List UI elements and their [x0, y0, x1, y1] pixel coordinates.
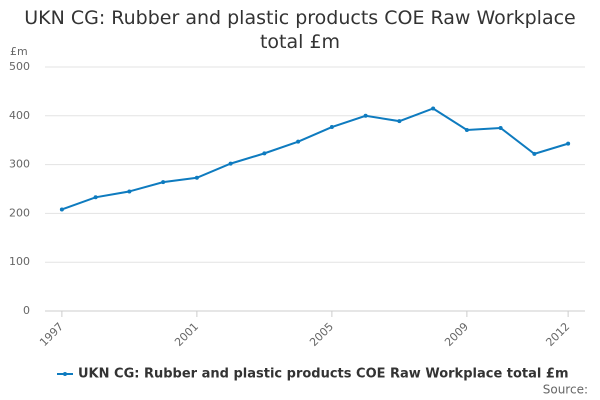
y-tick-label: 400	[9, 109, 30, 122]
point	[431, 106, 436, 111]
point	[296, 139, 301, 144]
point	[498, 126, 503, 130]
point	[566, 141, 571, 146]
x-tick-label: 2009	[442, 320, 471, 349]
point	[228, 161, 233, 166]
point	[127, 189, 132, 194]
x-tick-label: 2005	[307, 320, 336, 349]
y-tick-label: 100	[9, 255, 30, 268]
point	[262, 151, 267, 156]
point	[532, 151, 537, 156]
x-tick-label: 2001	[172, 320, 201, 349]
point	[59, 207, 64, 212]
point	[329, 125, 334, 130]
point	[397, 119, 402, 124]
x-tick-label: 2012	[543, 320, 572, 349]
legend-label: UKN CG: Rubber and plastic products COE …	[78, 367, 569, 382]
y-tick-label: 300	[9, 158, 30, 171]
x-tick-label: 1997	[37, 320, 66, 349]
point	[161, 180, 166, 185]
point	[464, 127, 469, 132]
y-tick-label: 500	[9, 60, 30, 73]
source: Source:	[543, 383, 588, 397]
chart-title: UKN CG: Rubber and plastic products COE …	[24, 7, 576, 53]
point	[194, 175, 199, 180]
line	[61, 107, 569, 211]
point	[363, 113, 368, 118]
point	[93, 195, 98, 200]
y-axis-unit: £m	[10, 45, 28, 58]
legend-marker	[63, 372, 67, 376]
y-tick-label: 200	[9, 206, 30, 219]
y-tick-label: 0	[23, 304, 30, 317]
